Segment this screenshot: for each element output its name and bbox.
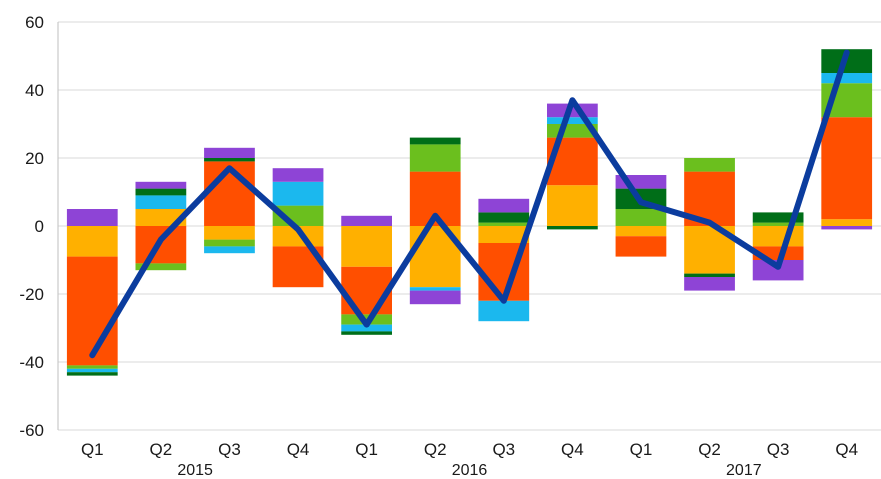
bar-segment-1 (272, 226, 324, 247)
bar-segment-1 (546, 185, 598, 226)
bar-segment-6 (821, 226, 873, 230)
y-tick-label: 0 (35, 217, 44, 236)
x-tick-label: Q4 (561, 440, 584, 459)
year-label: 2017 (726, 462, 762, 479)
total-line-layer (89, 49, 850, 359)
y-tick-label: -60 (19, 421, 44, 440)
bar-segment-4 (821, 73, 873, 84)
bar-segment-5 (546, 226, 598, 230)
gridlines (58, 21, 881, 431)
bar-segment-6 (409, 290, 461, 305)
bar-segment-4 (204, 246, 255, 254)
x-tick-label: Q4 (287, 440, 310, 459)
x-tick-label: Q3 (218, 440, 241, 459)
y-tick-label: 40 (25, 81, 44, 100)
bar-segment-5 (478, 212, 530, 223)
total-line (89, 49, 850, 359)
bar-segment-6 (752, 260, 804, 281)
bar-segment-6 (341, 215, 393, 226)
bar-segment-1 (135, 209, 187, 226)
bar-segment-5 (684, 273, 735, 277)
bar-segment-6 (478, 198, 530, 213)
bar-segment-2 (821, 117, 873, 220)
bar-segment-1 (821, 219, 873, 226)
bar-segment-5 (752, 212, 804, 223)
bar-segment-1 (341, 226, 393, 267)
bar-segment-3 (478, 222, 530, 226)
bar-segment-4 (66, 368, 118, 373)
bar-segment-4 (272, 181, 324, 206)
bar-segment-2 (66, 256, 118, 366)
x-tick-label: Q2 (424, 440, 447, 459)
year-label: 2016 (452, 462, 488, 479)
bar-segment-3 (684, 158, 735, 172)
bar-segment-5 (66, 372, 118, 376)
x-axis: Q1 Q2 Q3 Q4 Q1 Q2 Q3 Q4 Q1 Q2 Q3 Q4 2015 2016 2017 (81, 440, 858, 479)
bar-segment-3 (615, 209, 667, 226)
x-tick-label: Q1 (630, 440, 653, 459)
bar-segment-3 (135, 263, 187, 271)
year-label: 2015 (177, 462, 213, 479)
bar-segment-3 (204, 239, 255, 247)
bar-segment-3 (66, 365, 118, 369)
bar-segment-4 (478, 300, 530, 322)
x-tick-label: Q2 (150, 440, 173, 459)
bar-segment-5 (135, 188, 187, 196)
x-tick-label: Q3 (767, 440, 790, 459)
bar-segment-3 (752, 222, 804, 226)
bar-segment-1 (752, 226, 804, 247)
bar-segment-3 (409, 144, 461, 172)
bar-segment-5 (341, 331, 393, 335)
x-tick-label: Q4 (835, 440, 858, 459)
bar-segment-2 (341, 266, 393, 315)
bar-segment-5 (204, 158, 255, 162)
bar-segment-5 (409, 137, 461, 145)
x-tick-label: Q3 (492, 440, 515, 459)
bar-segment-1 (204, 226, 255, 240)
bar-segment-4 (409, 287, 461, 291)
bar-segment-6 (204, 147, 255, 158)
bar-segment-2 (615, 236, 667, 257)
x-tick-label: Q2 (698, 440, 721, 459)
bar-segment-6 (684, 277, 735, 291)
bar-segment-1 (615, 226, 667, 237)
y-tick-label: -40 (19, 353, 44, 372)
bar-segment-6 (66, 209, 118, 226)
bar-segment-4 (135, 195, 187, 209)
bar-segment-1 (478, 226, 530, 243)
bar-segment-1 (66, 226, 118, 257)
y-axis: -60 -40 -20 0 20 40 60 (19, 13, 59, 440)
x-tick-label: Q1 (355, 440, 378, 459)
y-tick-label: 20 (25, 149, 44, 168)
bar-segment-6 (135, 181, 187, 189)
bar-segment-6 (272, 168, 324, 182)
bar-segment-4 (341, 324, 393, 332)
x-tick-label: Q1 (81, 440, 104, 459)
y-tick-label: -20 (19, 285, 44, 304)
y-tick-label: 60 (25, 13, 44, 32)
bar-segment-4 (546, 117, 598, 124)
